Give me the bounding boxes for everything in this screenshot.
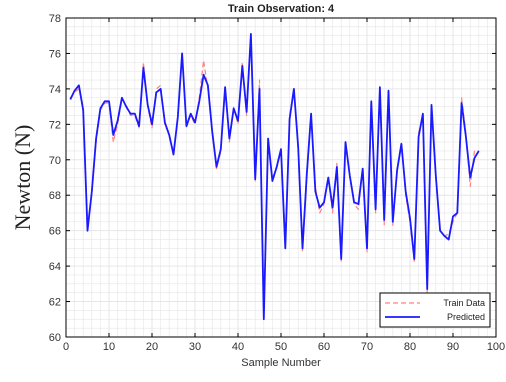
x-tick-label: 0 — [63, 341, 69, 353]
x-tick-label: 60 — [318, 341, 330, 353]
chart-title: Train Observation: 4 — [228, 3, 335, 15]
y-tick-label: 70 — [49, 155, 61, 167]
y-axis-label: Newton (N) — [10, 125, 35, 231]
x-tick-label: 10 — [103, 341, 115, 353]
series-line-predicted — [69, 33, 480, 321]
series-lines — [69, 33, 480, 321]
y-tick-label: 72 — [49, 119, 61, 131]
x-axis-label: Sample Number — [241, 357, 321, 369]
x-tick-label: 30 — [189, 341, 201, 353]
x-tick-label: 90 — [447, 341, 459, 353]
legend-box — [379, 292, 491, 328]
x-tick-label: 100 — [487, 341, 505, 353]
y-tick-label: 66 — [49, 226, 61, 238]
legend-label-predicted: Predicted — [447, 312, 485, 322]
x-tick-label: 70 — [361, 341, 373, 353]
x-tick-label: 50 — [275, 341, 287, 353]
x-tick-label: 20 — [146, 341, 158, 353]
y-tick-label: 68 — [49, 190, 61, 202]
legend-label-train-data: Train Data — [443, 298, 485, 308]
y-tick-label: 78 — [49, 13, 61, 25]
y-tick-label: 64 — [49, 261, 61, 273]
y-tick-label: 62 — [49, 297, 61, 309]
y-tick-label: 74 — [49, 84, 61, 96]
x-tick-label: 40 — [232, 341, 244, 353]
legend: Train Data Predicted — [379, 292, 491, 328]
axis-ticks: 0 10 20 30 40 50 60 70 80 90 100 60 62 64 66 68 70 72 74 76… — [49, 13, 505, 353]
x-tick-label: 80 — [404, 341, 416, 353]
y-tick-label: 76 — [49, 48, 61, 60]
y-tick-label: 60 — [49, 332, 61, 344]
